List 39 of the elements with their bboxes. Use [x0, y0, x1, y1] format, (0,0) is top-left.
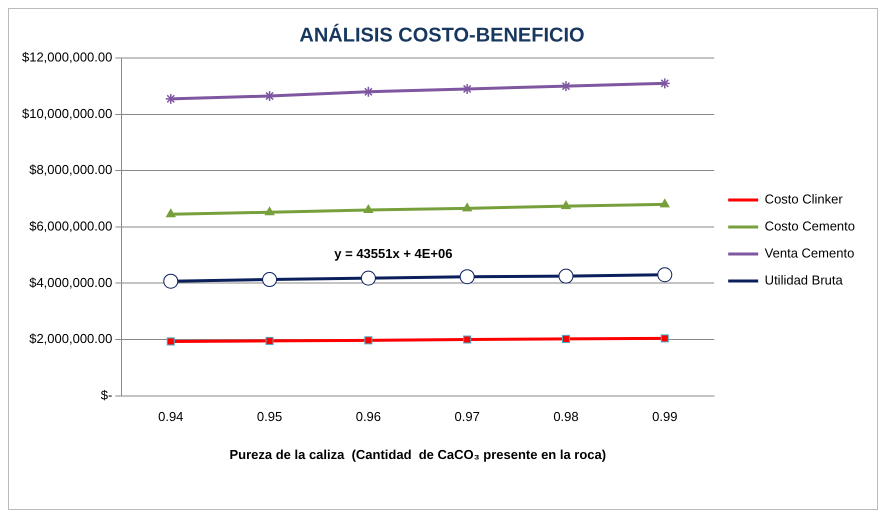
- point: [364, 336, 372, 344]
- point: [262, 272, 278, 288]
- y-tick-label: $10,000,000.00: [22, 106, 112, 121]
- x-tick-label: 0.95: [256, 409, 282, 424]
- point: [360, 270, 376, 286]
- x-tick-label: 0.97: [454, 409, 480, 424]
- x-tick-label: 0.96: [356, 409, 382, 424]
- point: [561, 200, 571, 210]
- y-tick-label: $-: [100, 387, 112, 402]
- x-tick-label: 0.98: [553, 409, 579, 424]
- x-tick-label: 0.94: [158, 409, 184, 424]
- point: [264, 206, 274, 216]
- point: [266, 336, 274, 345]
- x-tick-label: 0.99: [652, 409, 678, 424]
- point: [562, 334, 570, 343]
- point: [660, 198, 670, 208]
- y-tick-label: $6,000,000.00: [29, 218, 112, 234]
- point: [657, 267, 672, 282]
- legend-label: Costo Clinker: [764, 192, 844, 207]
- chart-title: ANÁLISIS COSTO-BENEFICIO: [299, 24, 585, 47]
- y-tick-label: $8,000,000.00: [29, 162, 112, 178]
- x-axis-title: Pureza de la caliza (Cantidad de CaCO₃ presente en la roca): [229, 446, 606, 462]
- point: [463, 335, 472, 344]
- point: [660, 334, 669, 342]
- y-tick-label: $2,000,000.00: [29, 331, 112, 346]
- legend-label: Venta Cemento: [764, 246, 854, 261]
- annotation: y = 43551x + 4E+06: [334, 246, 452, 262]
- point: [166, 208, 176, 218]
- point: [558, 268, 574, 284]
- y-tick-label: $12,000,000.00: [22, 50, 112, 65]
- legend-label: Utilidad Bruta: [764, 272, 844, 288]
- point: [659, 78, 671, 90]
- point: [462, 202, 472, 212]
- point: [163, 274, 178, 289]
- point: [166, 337, 175, 346]
- point: [460, 269, 475, 284]
- point: [364, 204, 374, 214]
- legend-label: Costo Cemento: [764, 218, 856, 234]
- y-tick-label: $4,000,000.00: [29, 274, 112, 290]
